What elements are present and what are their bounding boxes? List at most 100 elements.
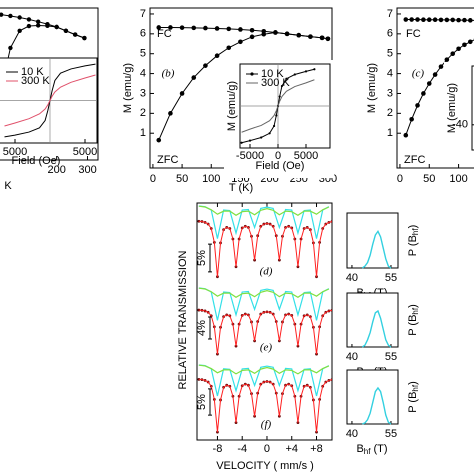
data-point [214,26,220,31]
data-point [426,17,432,23]
data-point [63,28,69,33]
x-tick-label: -8 [213,443,223,455]
label-part: ) [407,225,419,229]
data-point [82,35,87,41]
distribution-line [362,386,392,425]
x-tick-label: 200 [47,164,65,176]
plot-area [197,205,332,434]
data-point [238,39,243,45]
data-point [17,28,22,33]
legend-label: 10 K [21,66,44,78]
data-point [421,91,426,96]
component-line [198,364,330,397]
data-point [156,137,162,143]
series-line [4,74,96,127]
data-point [325,36,331,42]
panel-label: (b) [162,68,175,80]
data-point [214,53,220,59]
axis-title: M (emu/g) [226,81,238,131]
component-line [198,205,330,217]
x-axis-title: Bhf (T) [356,443,387,456]
x-tick-label: 50 [176,173,188,185]
data-point [421,17,426,23]
data-point [260,136,263,139]
data-point [17,15,22,20]
data-point [415,17,420,22]
fit-line [198,309,332,355]
scale-bar [208,243,212,273]
data-point [226,45,232,51]
data-point [268,132,271,135]
data-point [203,25,208,31]
fit-line [198,378,332,433]
plot-frame [346,369,399,425]
x-tick-label: 0 [150,173,156,185]
y-tick-label: 4 [387,67,393,79]
data-point [72,32,78,37]
x-tick-label: 40 [346,428,358,440]
data-point [0,12,4,17]
label-part: P (B [407,392,419,413]
y-axis-title: P (Bhf) [407,225,420,257]
data-point [45,23,50,29]
x-tick-label: -4 [237,443,247,455]
y-tick-label: 7 [140,8,146,20]
data-point [278,95,281,98]
x-tick-label: 40 [346,272,358,284]
data-point [456,46,461,52]
data-point [285,77,288,80]
axis-title: 5% [196,250,208,266]
y-tick-label: 5 [387,48,393,60]
data-point [444,17,450,23]
data-point [179,25,185,30]
x-tick-label: 5000 [73,146,97,158]
y-tick-label: 4 [140,67,146,79]
label-part: (T) [370,443,387,455]
axis-title: RELATIVE TRANSMISSION [177,250,189,389]
plot-frame [346,292,399,348]
legend-label: 300 K [21,75,50,87]
data-point [403,17,409,22]
data-point [54,24,59,30]
data-point [191,25,197,31]
curve-label: ZFC [404,154,425,166]
x-axis-title: Field (Oe) [12,155,61,167]
data-point [415,103,420,108]
data-point [284,31,290,37]
y-tick-label: 2 [140,107,146,119]
data-point [8,13,13,19]
y-axis-title: P (Bhf) [407,381,420,413]
y-tick-label: 6 [387,28,393,40]
data-point [273,30,278,35]
label-sub: hf [411,228,420,235]
x-tick-label: 5000 [294,150,318,162]
axis-title: M (emu/g) [122,63,134,113]
spectrum-label: (d) [260,266,273,278]
data-point [438,17,444,23]
data-point [319,35,325,41]
data-point [403,132,409,138]
data-point [191,75,197,80]
label-part: B [356,443,363,455]
data-point [409,17,414,22]
data-point [432,72,438,77]
y-tick-label: 2 [387,107,393,119]
data-point [35,19,41,24]
curve-label: ZFC [157,154,178,166]
data-point [197,308,201,312]
series-line [241,79,315,133]
data-point [26,17,32,22]
data-point [293,73,296,76]
x-tick-label: 100 [202,173,220,185]
data-point [238,27,243,32]
legend-marker [250,72,254,76]
y-tick-label: 3 [140,87,146,99]
data-point [468,18,473,23]
label-sub: hf [411,307,420,314]
label-sub: hf [364,447,371,456]
plot-area [240,68,316,144]
label-part: ) [407,381,419,385]
y-tick-label: 5 [140,48,146,60]
